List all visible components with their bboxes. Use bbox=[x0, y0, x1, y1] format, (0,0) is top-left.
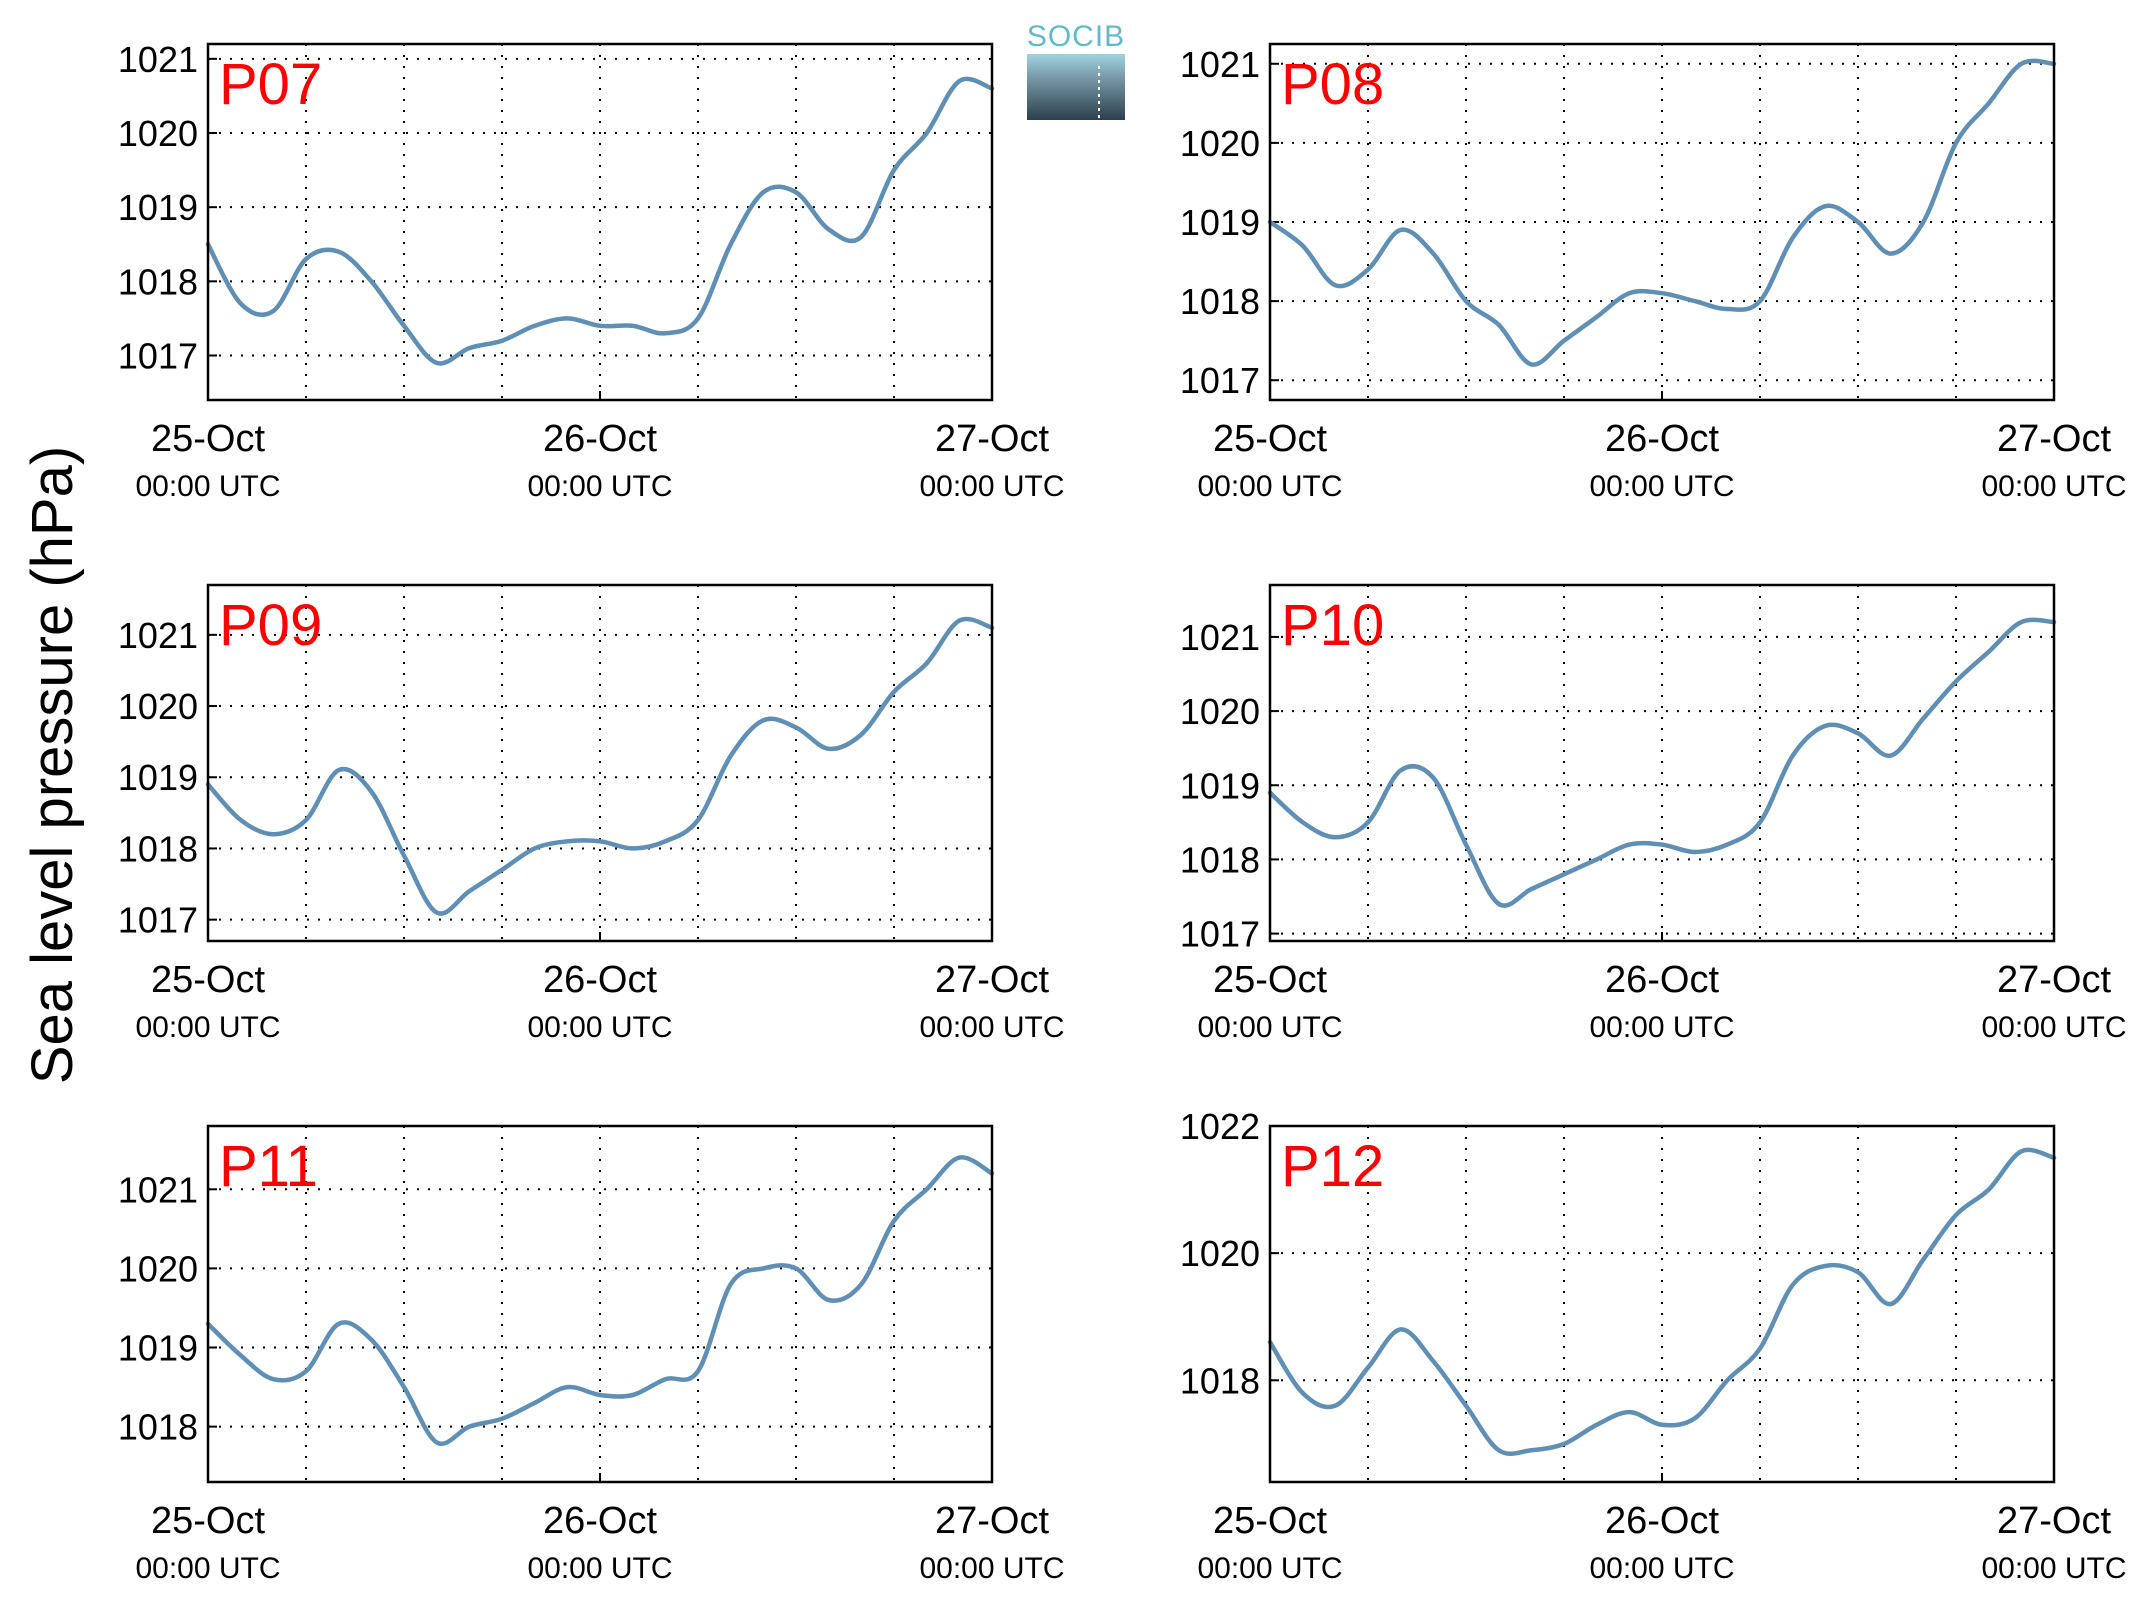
x-tick-date: 26-Oct bbox=[543, 959, 657, 1001]
x-tick-date: 25-Oct bbox=[1213, 959, 1327, 1001]
y-tick-label: 1021 bbox=[1180, 44, 1260, 85]
y-tick-label: 1019 bbox=[118, 1328, 198, 1369]
x-tick-date: 25-Oct bbox=[151, 418, 265, 460]
x-tick-time: 00:00 UTC bbox=[1589, 1552, 1734, 1585]
x-tick-date: 25-Oct bbox=[1213, 1500, 1327, 1542]
x-tick-time: 00:00 UTC bbox=[527, 470, 672, 503]
x-tick-time: 00:00 UTC bbox=[1589, 1011, 1734, 1044]
x-tick-date: 27-Oct bbox=[935, 418, 1049, 460]
socib-logo: SOCIB bbox=[1027, 20, 1125, 120]
panel-title: P09 bbox=[219, 593, 322, 658]
y-tick-label: 1019 bbox=[1180, 765, 1260, 806]
plot-frame bbox=[1268, 583, 2056, 943]
x-tick-time: 00:00 UTC bbox=[135, 1011, 280, 1044]
x-tick-date: 27-Oct bbox=[935, 959, 1049, 1001]
x-tick-date: 26-Oct bbox=[543, 418, 657, 460]
series-line bbox=[1267, 58, 2057, 367]
panel-title: P12 bbox=[1281, 1134, 1384, 1199]
y-tick-label: 1022 bbox=[1180, 1106, 1260, 1147]
x-tick-time: 00:00 UTC bbox=[527, 1011, 672, 1044]
y-tick-label: 1018 bbox=[1180, 281, 1260, 322]
panel-p09: 1017 1018 1019 1020 1021 25-Oct 00:00 UTC 26-Oc… bbox=[118, 583, 1065, 1044]
x-tick-date: 25-Oct bbox=[151, 1500, 265, 1542]
x-tick-time: 00:00 UTC bbox=[1197, 1011, 1342, 1044]
x-tick-date: 26-Oct bbox=[1605, 959, 1719, 1001]
y-tick-label: 1018 bbox=[118, 261, 198, 302]
y-tick-label: 1020 bbox=[1180, 691, 1260, 732]
plot-frame bbox=[1268, 42, 2056, 402]
y-tick-label: 1020 bbox=[118, 113, 198, 154]
x-tick-time: 00:00 UTC bbox=[1981, 1011, 2126, 1044]
panel-p08: 1017 1018 1019 1020 1021 25-Oct 00:00 UTC 26-Oc… bbox=[1180, 42, 2127, 503]
y-tick-label: 1019 bbox=[1180, 202, 1260, 243]
series-line bbox=[1267, 617, 2057, 908]
panel-title: P11 bbox=[219, 1134, 318, 1199]
y-tick-label: 1021 bbox=[118, 1169, 198, 1210]
x-tick-time: 00:00 UTC bbox=[135, 470, 280, 503]
series-line bbox=[205, 76, 995, 366]
plot-frame bbox=[1268, 1124, 2056, 1484]
panel-title: P07 bbox=[219, 52, 322, 117]
panel-p07: 1017 1018 1019 1020 1021 25-Oct 00:00 UTC 26-Oc… bbox=[118, 39, 1065, 503]
y-tick-label: 1021 bbox=[1180, 617, 1260, 658]
x-tick-time: 00:00 UTC bbox=[919, 1552, 1064, 1585]
y-tick-label: 1020 bbox=[1180, 1233, 1260, 1274]
series-line bbox=[1267, 1147, 2057, 1456]
y-axis-label: Sea level pressure (hPa) bbox=[20, 446, 85, 1084]
y-tick-label: 1017 bbox=[118, 336, 198, 377]
y-tick-label: 1018 bbox=[118, 828, 198, 869]
y-tick-label: 1017 bbox=[1180, 360, 1260, 401]
y-tick-label: 1018 bbox=[118, 1407, 198, 1448]
y-tick-label: 1017 bbox=[118, 900, 198, 941]
panel-title: P10 bbox=[1281, 593, 1384, 658]
panel-p12: 1018 1020 1022 25-Oct 00:00 UTC 26-Oct 00:00 U… bbox=[1180, 1106, 2127, 1585]
x-tick-date: 27-Oct bbox=[1997, 1500, 2111, 1542]
plot-frame bbox=[206, 42, 994, 402]
y-tick-label: 1020 bbox=[1180, 123, 1260, 164]
x-tick-time: 00:00 UTC bbox=[1981, 470, 2126, 503]
y-tick-label: 1020 bbox=[118, 686, 198, 727]
y-tick-label: 1020 bbox=[118, 1248, 198, 1289]
x-tick-time: 00:00 UTC bbox=[919, 1011, 1064, 1044]
x-tick-date: 25-Oct bbox=[1213, 418, 1327, 460]
y-tick-label: 1017 bbox=[1180, 914, 1260, 955]
y-tick-label: 1018 bbox=[1180, 839, 1260, 880]
x-tick-time: 00:00 UTC bbox=[1981, 1552, 2126, 1585]
x-tick-time: 00:00 UTC bbox=[1197, 1552, 1342, 1585]
x-tick-time: 00:00 UTC bbox=[135, 1552, 280, 1585]
x-tick-date: 27-Oct bbox=[1997, 418, 2111, 460]
y-tick-label: 1021 bbox=[118, 615, 198, 656]
x-tick-date: 27-Oct bbox=[935, 1500, 1049, 1542]
series-line bbox=[205, 1155, 995, 1447]
y-tick-label: 1019 bbox=[118, 757, 198, 798]
plot-frame bbox=[206, 583, 994, 943]
x-tick-date: 27-Oct bbox=[1997, 959, 2111, 1001]
y-tick-label: 1018 bbox=[1180, 1360, 1260, 1401]
plot-frame bbox=[206, 1124, 994, 1484]
x-tick-time: 00:00 UTC bbox=[527, 1552, 672, 1585]
panel-title: P08 bbox=[1281, 52, 1384, 117]
y-tick-label: 1021 bbox=[118, 39, 198, 80]
x-tick-date: 26-Oct bbox=[1605, 1500, 1719, 1542]
x-tick-date: 26-Oct bbox=[1605, 418, 1719, 460]
x-tick-time: 00:00 UTC bbox=[1197, 470, 1342, 503]
x-tick-date: 26-Oct bbox=[543, 1500, 657, 1542]
panel-p10: 1017 1018 1019 1020 1021 25-Oct 00:00 UTC 26-Oc… bbox=[1180, 583, 2127, 1044]
y-tick-label: 1019 bbox=[118, 187, 198, 228]
x-tick-time: 00:00 UTC bbox=[919, 470, 1064, 503]
x-tick-time: 00:00 UTC bbox=[1589, 470, 1734, 503]
x-tick-date: 25-Oct bbox=[151, 959, 265, 1001]
series-line bbox=[205, 616, 995, 916]
panel-p11: 1018 1019 1020 1021 25-Oct 00:00 UTC 26-Oct 00:… bbox=[118, 1124, 1065, 1585]
logo-text: SOCIB bbox=[1027, 20, 1125, 53]
